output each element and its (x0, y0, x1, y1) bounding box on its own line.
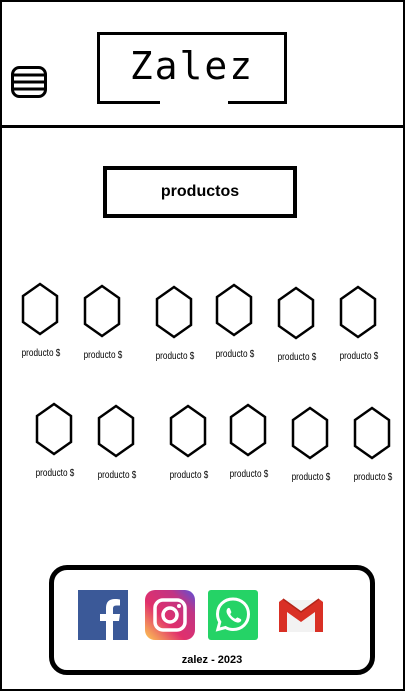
hexagon-placeholder-icon (291, 406, 329, 460)
hexagon-placeholder-icon (339, 285, 377, 339)
product-card[interactable]: producto $ (344, 406, 400, 496)
product-label: producto $ (155, 351, 195, 362)
hexagon-placeholder-icon (277, 286, 315, 340)
product-card[interactable]: producto $ (330, 285, 386, 375)
product-card[interactable]: producto $ (268, 286, 324, 376)
product-label: producto $ (169, 470, 209, 481)
hexagon-placeholder-icon (21, 282, 59, 336)
product-card[interactable]: producto $ (12, 282, 68, 372)
product-card[interactable]: producto $ (206, 283, 262, 373)
footer-copyright: zalez - 2023 (181, 654, 243, 666)
hexagon-placeholder-icon (83, 284, 121, 338)
gmail-icon[interactable] (276, 590, 326, 640)
product-card[interactable]: producto $ (26, 402, 82, 492)
product-card[interactable]: producto $ (146, 285, 202, 375)
product-label: producto $ (215, 349, 255, 360)
hexagon-placeholder-icon (35, 402, 73, 456)
product-label: producto $ (83, 350, 123, 361)
hexagon-placeholder-icon (215, 283, 253, 337)
hexagon-placeholder-icon (169, 404, 207, 458)
product-card[interactable]: producto $ (160, 404, 216, 494)
product-card[interactable]: producto $ (220, 403, 276, 493)
product-card[interactable]: producto $ (88, 404, 144, 494)
hexagon-placeholder-icon (353, 406, 391, 460)
whatsapp-icon[interactable] (208, 590, 258, 640)
product-label: producto $ (353, 472, 393, 483)
instagram-icon[interactable] (145, 590, 195, 640)
hamburger-menu-icon[interactable] (11, 66, 47, 98)
hexagon-placeholder-icon (97, 404, 135, 458)
product-label: producto $ (291, 472, 331, 483)
product-label: producto $ (339, 351, 379, 362)
footer: zalez - 2023 (49, 565, 375, 675)
product-label: producto $ (35, 468, 75, 479)
logo-text: Zalez (129, 44, 255, 88)
logo-border-gap (160, 100, 228, 104)
logo[interactable]: Zalez (97, 32, 287, 104)
hexagon-placeholder-icon (229, 403, 267, 457)
header: Zalez (0, 0, 405, 128)
product-card[interactable]: producto $ (282, 406, 338, 496)
products-section-button[interactable]: productos (103, 166, 297, 218)
product-label: producto $ (21, 348, 61, 359)
product-card[interactable]: producto $ (74, 284, 130, 374)
hexagon-placeholder-icon (155, 285, 193, 339)
product-label: producto $ (277, 352, 317, 363)
product-label: producto $ (229, 469, 269, 480)
product-label: producto $ (97, 470, 137, 481)
facebook-icon[interactable] (78, 590, 128, 640)
